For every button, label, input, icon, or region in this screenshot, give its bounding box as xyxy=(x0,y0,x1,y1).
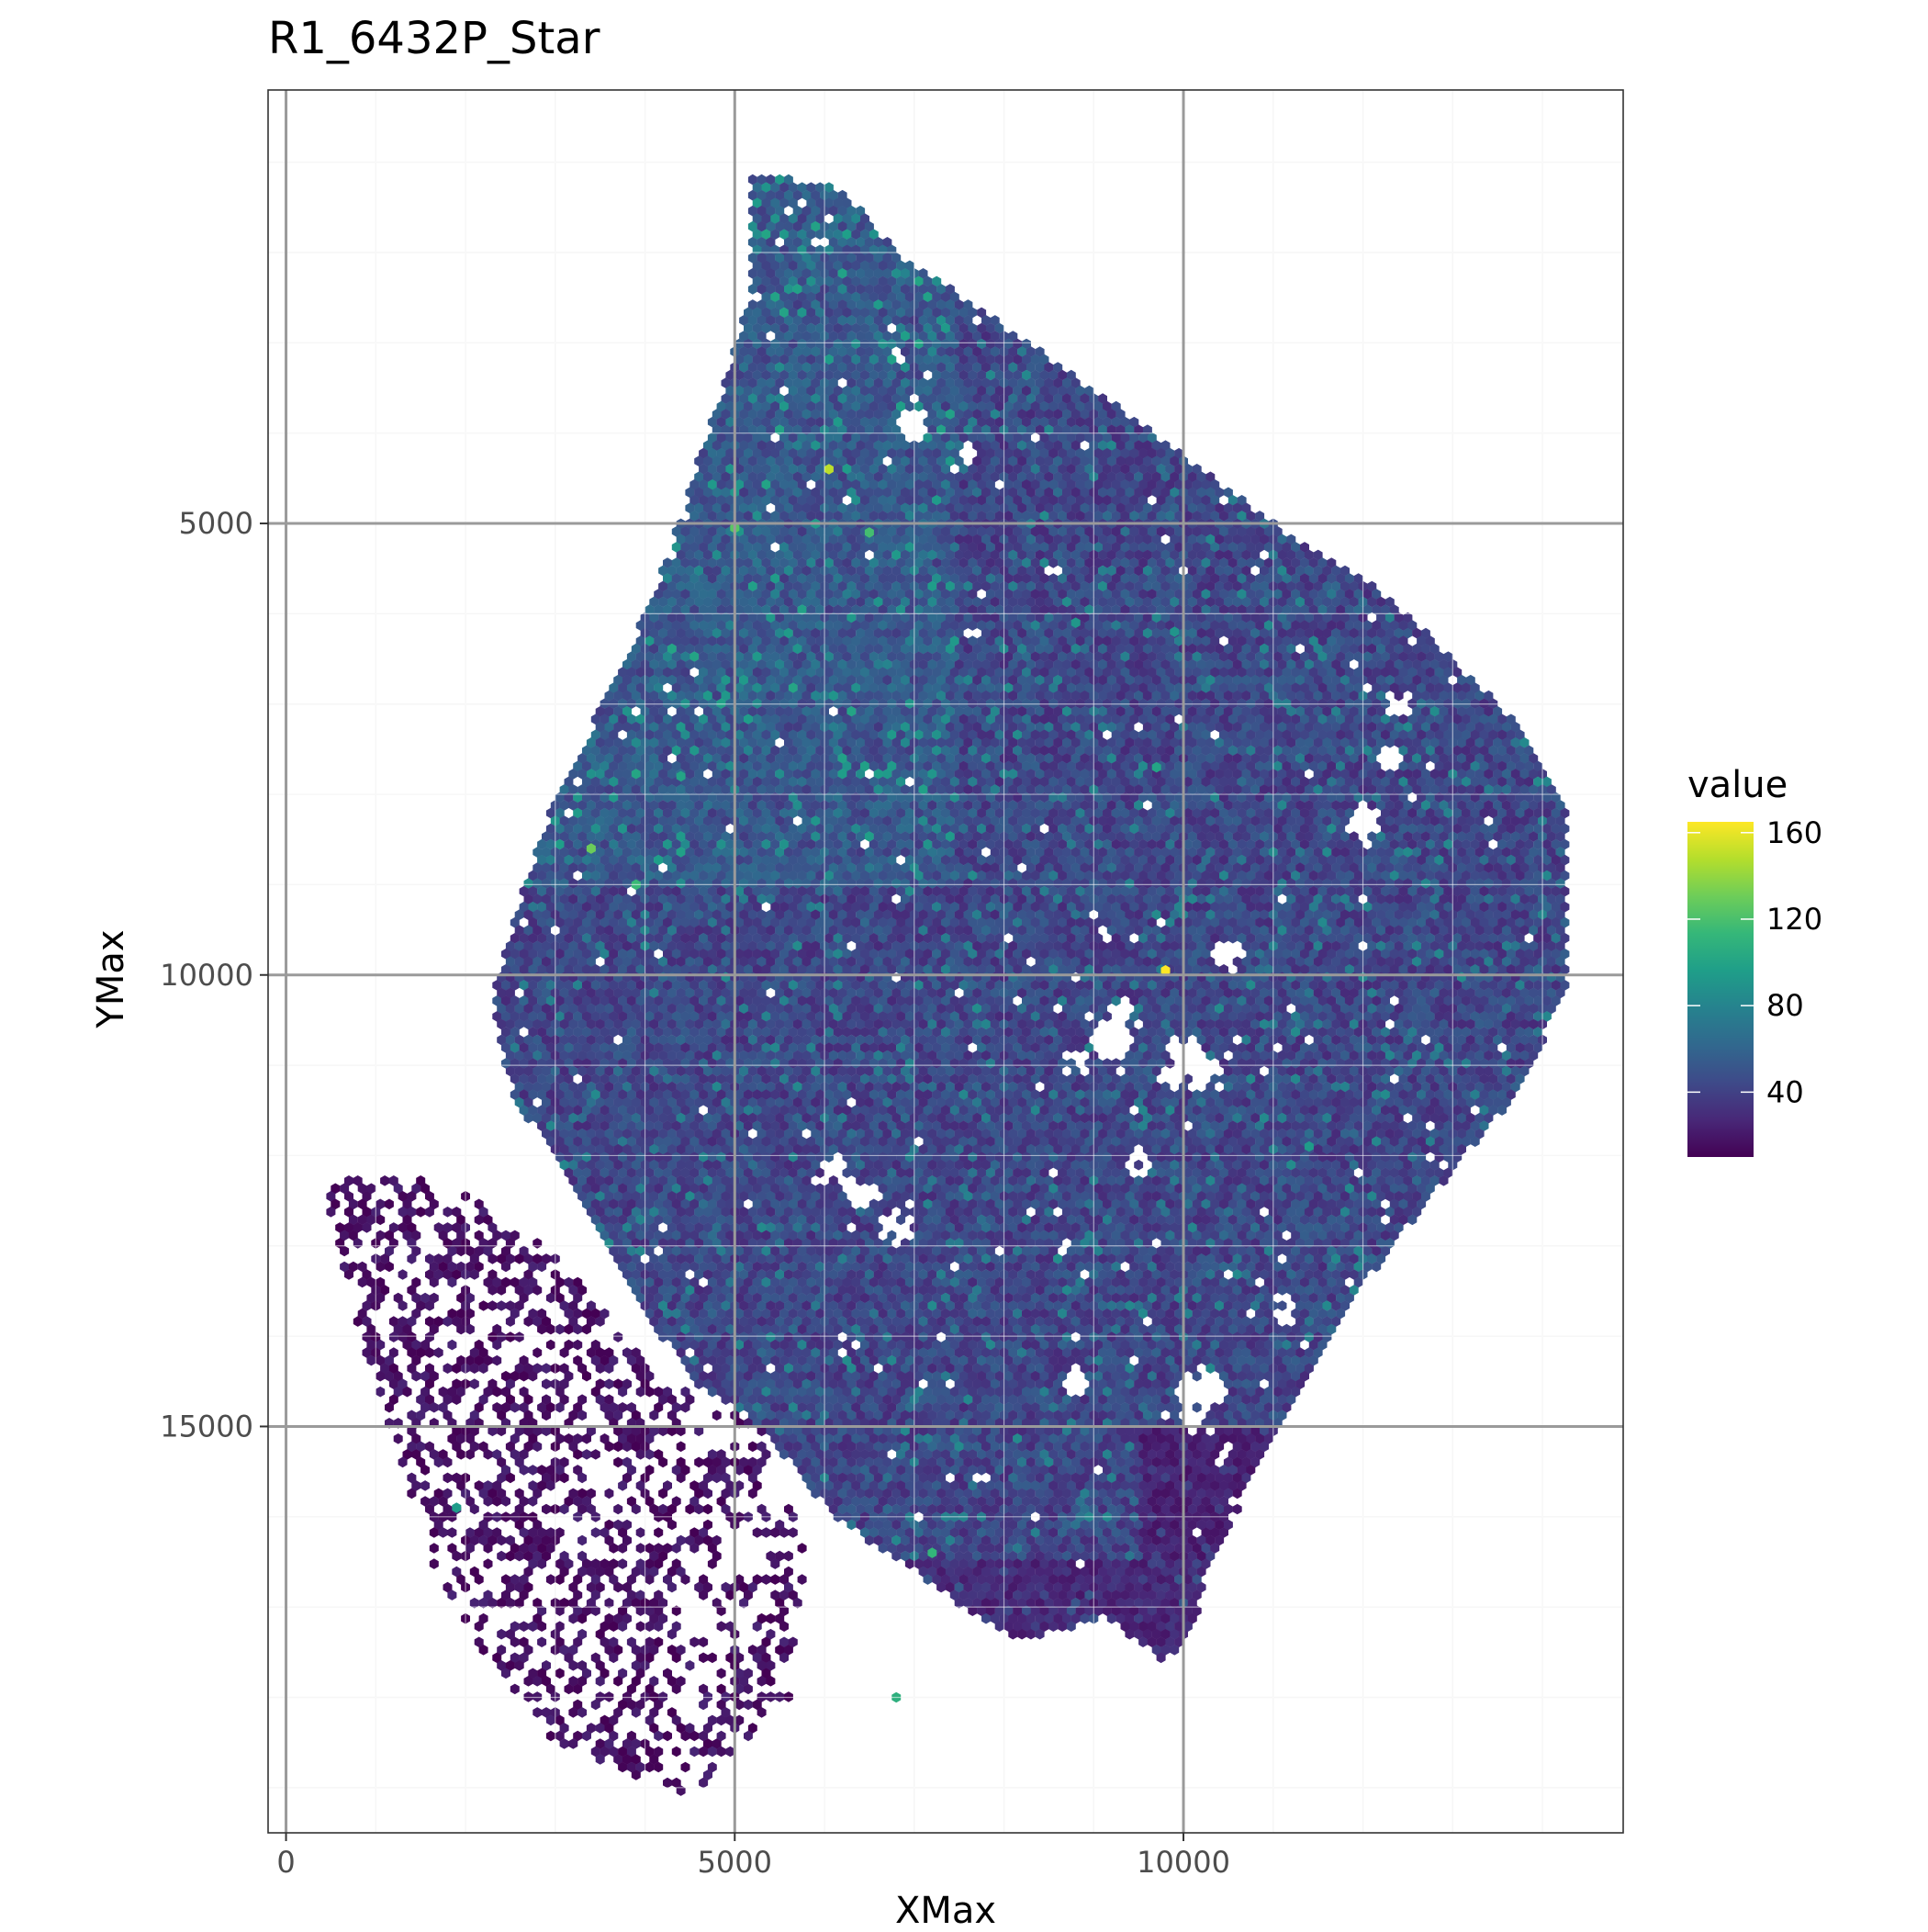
chart-title: R1_6432P_Star xyxy=(268,13,600,64)
